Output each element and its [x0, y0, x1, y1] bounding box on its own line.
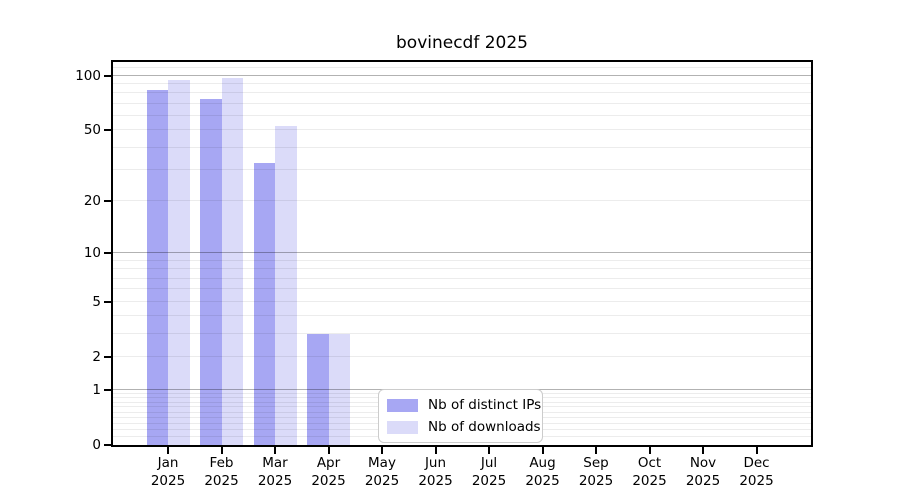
legend-swatch-downloads [387, 420, 418, 434]
bar-mar-distinct-ips [253, 162, 275, 445]
x-tick-month: Aug [529, 455, 556, 471]
x-tick-label: Jun 2025 [404, 455, 468, 490]
x-tick-month: Feb [209, 455, 234, 471]
y-tick-mark [104, 388, 111, 391]
y-tick-label: 5 [92, 293, 101, 310]
x-tick-mark [220, 447, 223, 454]
x-tick-month: May [368, 455, 396, 471]
y-tick-label: 0 [92, 437, 101, 453]
y-tick-label: 100 [75, 67, 101, 84]
y-tick-label: 1 [92, 381, 101, 398]
x-tick-mark [434, 447, 437, 454]
x-tick-month: Jul [480, 455, 498, 471]
x-tick-label: Jan 2025 [136, 455, 200, 490]
x-tick-label: Mar 2025 [243, 455, 307, 490]
x-tick-mark [274, 447, 276, 454]
x-tick-label: Sep 2025 [564, 455, 628, 490]
chart-title: bovinecdf 2025 [396, 33, 528, 53]
x-tick-label: Nov 2025 [671, 455, 735, 490]
x-tick-label: Apr 2025 [297, 455, 361, 490]
x-tick-month: Nov [689, 455, 717, 471]
x-tick-year: 2025 [150, 472, 186, 489]
x-tick-month: Mar [262, 455, 288, 471]
bar-feb-distinct-ips [200, 99, 222, 445]
x-tick-year: 2025 [311, 472, 346, 489]
x-tick-month: Apr [316, 455, 341, 471]
bar-apr-distinct-ips [307, 334, 329, 445]
x-tick-year: 2025 [204, 472, 239, 489]
x-tick-label: May 2025 [350, 455, 414, 490]
bar-mar-downloads [275, 125, 297, 445]
x-tick-mark [327, 447, 330, 454]
x-tick-mark [381, 447, 383, 454]
x-tick-month: Sep [583, 455, 609, 471]
x-tick-mark [595, 447, 597, 454]
x-tick-year: 2025 [578, 472, 614, 489]
x-tick-label: Oct 2025 [618, 455, 682, 490]
y-tick-mark [104, 252, 111, 254]
x-tick-year: 2025 [257, 472, 293, 489]
legend: Nb of distinct IPs Nb of downloads [378, 389, 543, 443]
x-tick-year: 2025 [364, 472, 400, 489]
y-tick-label: 10 [83, 245, 101, 261]
y-tick-mark [104, 200, 111, 203]
bar-jan-downloads [168, 80, 190, 445]
x-tick-year: 2025 [632, 472, 667, 489]
x-tick-year: 2025 [471, 472, 507, 489]
x-tick-label: Jul 2025 [457, 455, 521, 490]
x-tick-month: Jan [157, 455, 179, 471]
y-tick-mark [104, 300, 111, 303]
y-tick-mark [104, 356, 111, 358]
y-tick-mark [104, 444, 111, 446]
y-tick-label: 2 [92, 349, 101, 365]
x-tick-year: 2025 [739, 472, 774, 489]
x-tick-year: 2025 [525, 472, 560, 489]
y-tick-mark [104, 129, 111, 132]
bars-layer [113, 62, 811, 445]
x-tick-label: Aug 2025 [511, 455, 575, 490]
x-tick-mark [702, 447, 704, 454]
bar-feb-downloads [221, 77, 243, 445]
x-tick-mark [648, 447, 651, 454]
y-tick-label: 50 [83, 122, 101, 139]
legend-entry-downloads: Nb of downloads [387, 419, 541, 435]
x-tick-mark [167, 447, 169, 454]
legend-entry-distinct-ips: Nb of distinct IPs [387, 397, 541, 413]
bar-jan-distinct-ips [146, 90, 168, 445]
x-tick-mark [488, 447, 490, 454]
y-tick-mark [104, 74, 111, 77]
bar-apr-downloads [328, 334, 350, 445]
x-tick-label: Dec 2025 [725, 455, 789, 490]
x-tick-month: Dec [743, 455, 770, 471]
x-tick-mark [755, 447, 758, 454]
legend-label-downloads: Nb of downloads [428, 419, 541, 435]
x-tick-mark [541, 447, 544, 454]
x-tick-year: 2025 [685, 472, 721, 489]
x-tick-year: 2025 [418, 472, 453, 489]
x-tick-label: Feb 2025 [190, 455, 254, 490]
legend-label-distinct-ips: Nb of distinct IPs [428, 397, 542, 413]
y-tick-label: 20 [83, 193, 101, 210]
legend-swatch-distinct-ips [387, 398, 418, 412]
x-tick-month: Jun [424, 455, 447, 471]
x-tick-month: Oct [637, 455, 662, 471]
